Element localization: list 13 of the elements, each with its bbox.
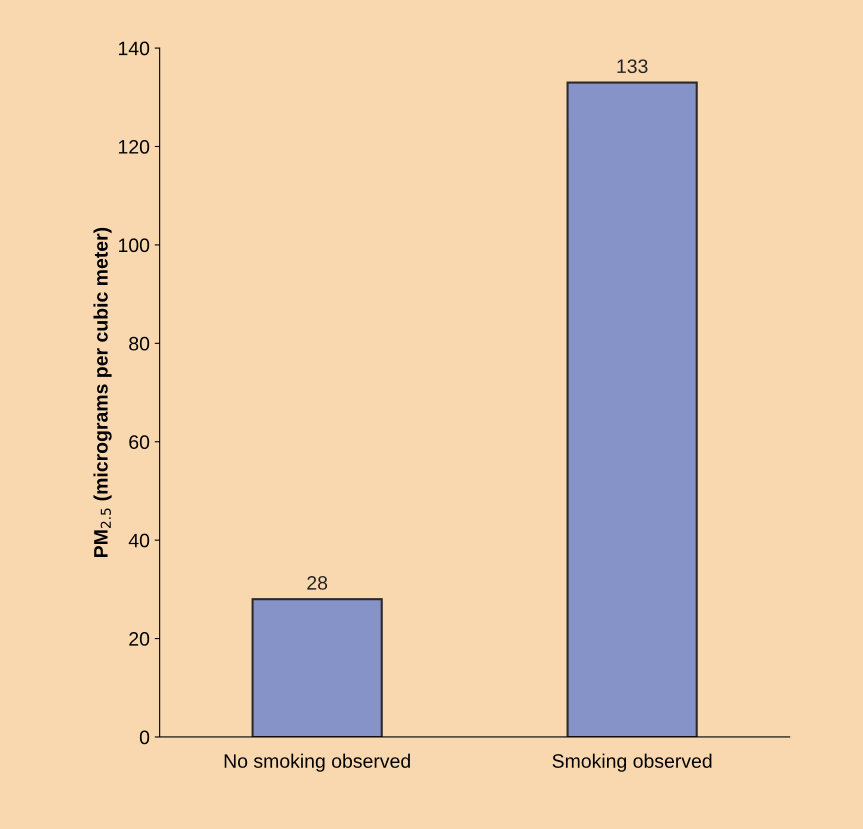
data-label: 133 [617, 59, 648, 74]
y-tick-label: 20 [129, 632, 150, 646]
data-label: 28 [307, 576, 328, 590]
y-tick-label: 0 [140, 730, 150, 744]
y-axis-title: PM$_{2.5}$ (micrograms per cubic meter) [93, 228, 112, 557]
y-tick-label: 40 [128, 534, 150, 548]
y-tick-label: 140 [118, 42, 150, 56]
y-tick-label: 60 [129, 435, 150, 449]
y-tick-label: 80 [129, 336, 150, 351]
x-tick-label: No smoking observed [224, 754, 410, 772]
y-tick-label: 120 [118, 140, 150, 154]
y-tick-label: 100 [118, 238, 150, 252]
x-tick-label: Smoking observed [552, 754, 712, 772]
